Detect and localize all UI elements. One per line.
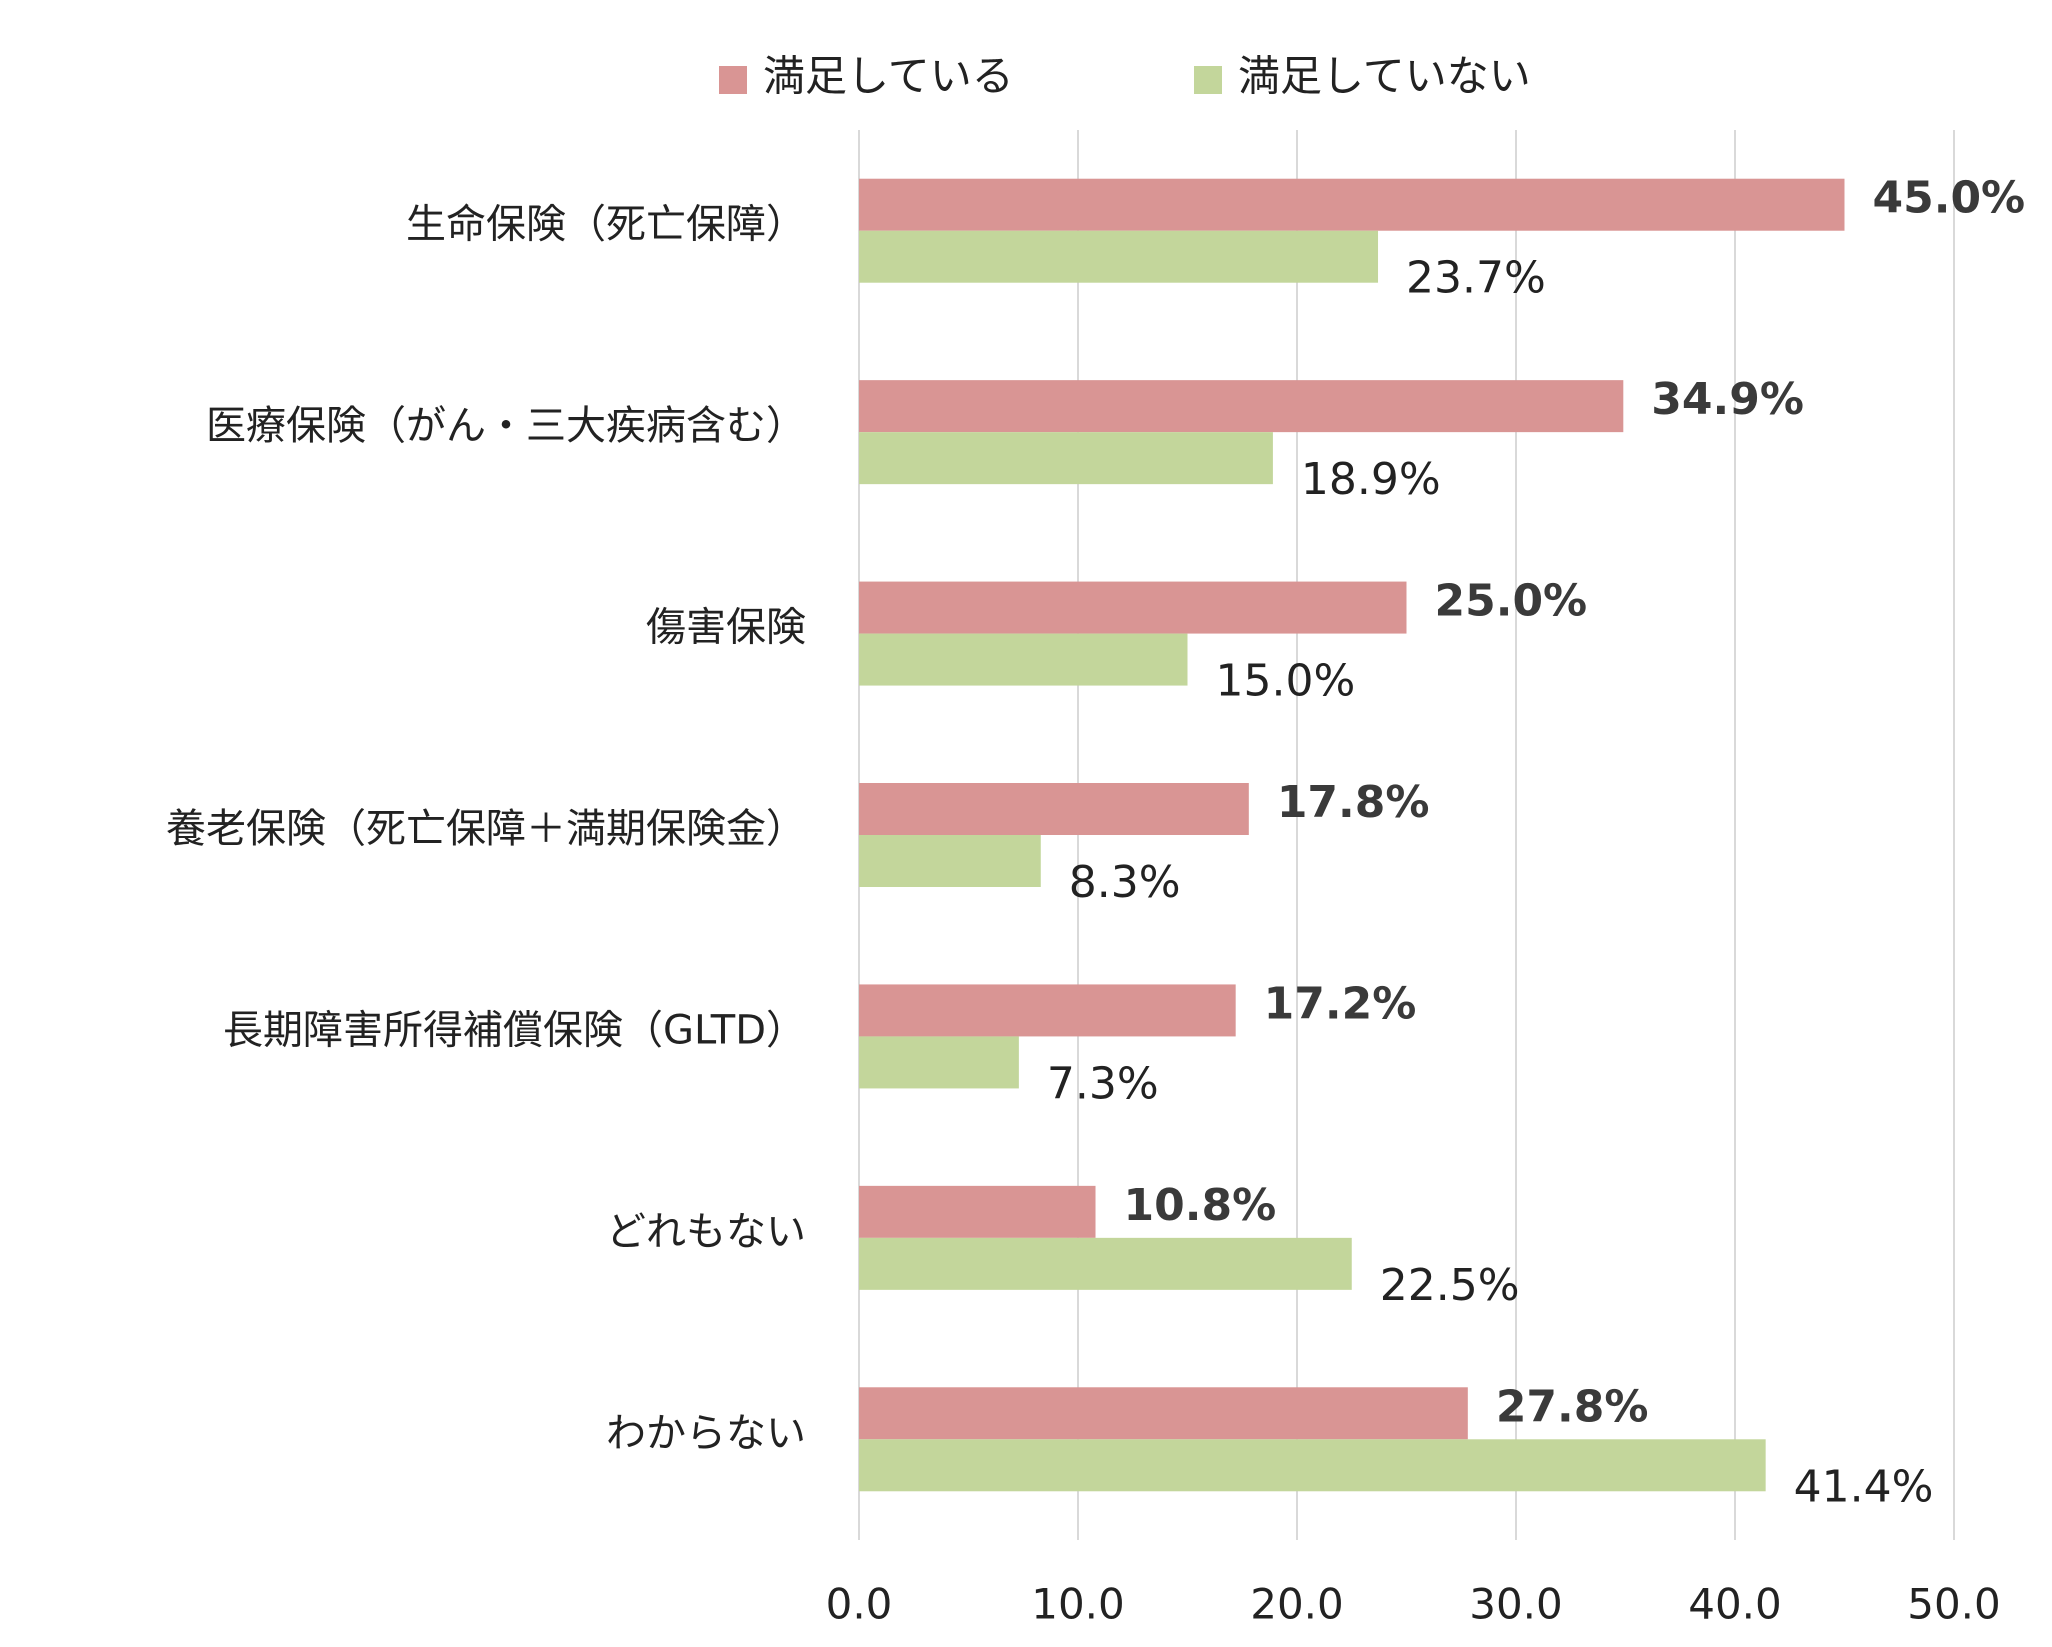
x-tick-label: 50.0 [1907, 1580, 2001, 1629]
value-label: 27.8% [1496, 1381, 1649, 1432]
category-label: 養老保険（死亡保障＋満期保険金） [166, 806, 806, 852]
bar [859, 1387, 1468, 1440]
bar [859, 633, 1188, 686]
bar [859, 1439, 1766, 1492]
value-label: 8.3% [1069, 857, 1181, 908]
category-label: 医療保険（がん・三大疾病含む） [206, 403, 806, 449]
bar [859, 1185, 1096, 1238]
bar [859, 380, 1624, 433]
value-label: 15.0% [1216, 656, 1356, 707]
bar [859, 835, 1041, 887]
bar [859, 230, 1379, 283]
value-label: 17.2% [1264, 978, 1417, 1029]
value-label: 10.8% [1124, 1180, 1277, 1231]
category-label: 傷害保険 [646, 605, 806, 651]
bar [859, 581, 1407, 634]
value-label: 34.9% [1651, 374, 1804, 425]
x-tick-label: 30.0 [1469, 1580, 1563, 1629]
value-label: 17.8% [1277, 777, 1430, 828]
legend-swatch [1194, 66, 1222, 94]
value-label: 45.0% [1873, 173, 2026, 224]
bar [859, 1237, 1352, 1290]
x-tick-label: 40.0 [1688, 1580, 1782, 1629]
value-label: 7.3% [1047, 1058, 1159, 1109]
legend-swatch [719, 66, 747, 94]
legend-label: 満足している [763, 52, 1014, 101]
bar [859, 432, 1273, 485]
category-label: 長期障害所得補償保険（GLTD） [223, 1007, 806, 1053]
value-label: 41.4% [1794, 1461, 1934, 1512]
value-label: 23.7% [1406, 253, 1546, 304]
value-label: 25.0% [1435, 576, 1588, 627]
value-label: 18.9% [1301, 454, 1441, 505]
bar [859, 783, 1249, 835]
category-label: わからない [606, 1410, 806, 1456]
x-tick-label: 20.0 [1250, 1580, 1344, 1629]
value-label: 22.5% [1380, 1260, 1520, 1311]
x-tick-label: 0.0 [826, 1580, 893, 1629]
legend-label: 満足していない [1238, 52, 1531, 101]
category-label: どれもない [606, 1209, 806, 1255]
bar [859, 984, 1236, 1037]
bar [859, 178, 1845, 231]
x-tick-label: 10.0 [1031, 1580, 1125, 1629]
bar [859, 1036, 1019, 1089]
category-label: 生命保険（死亡保障） [406, 202, 806, 248]
